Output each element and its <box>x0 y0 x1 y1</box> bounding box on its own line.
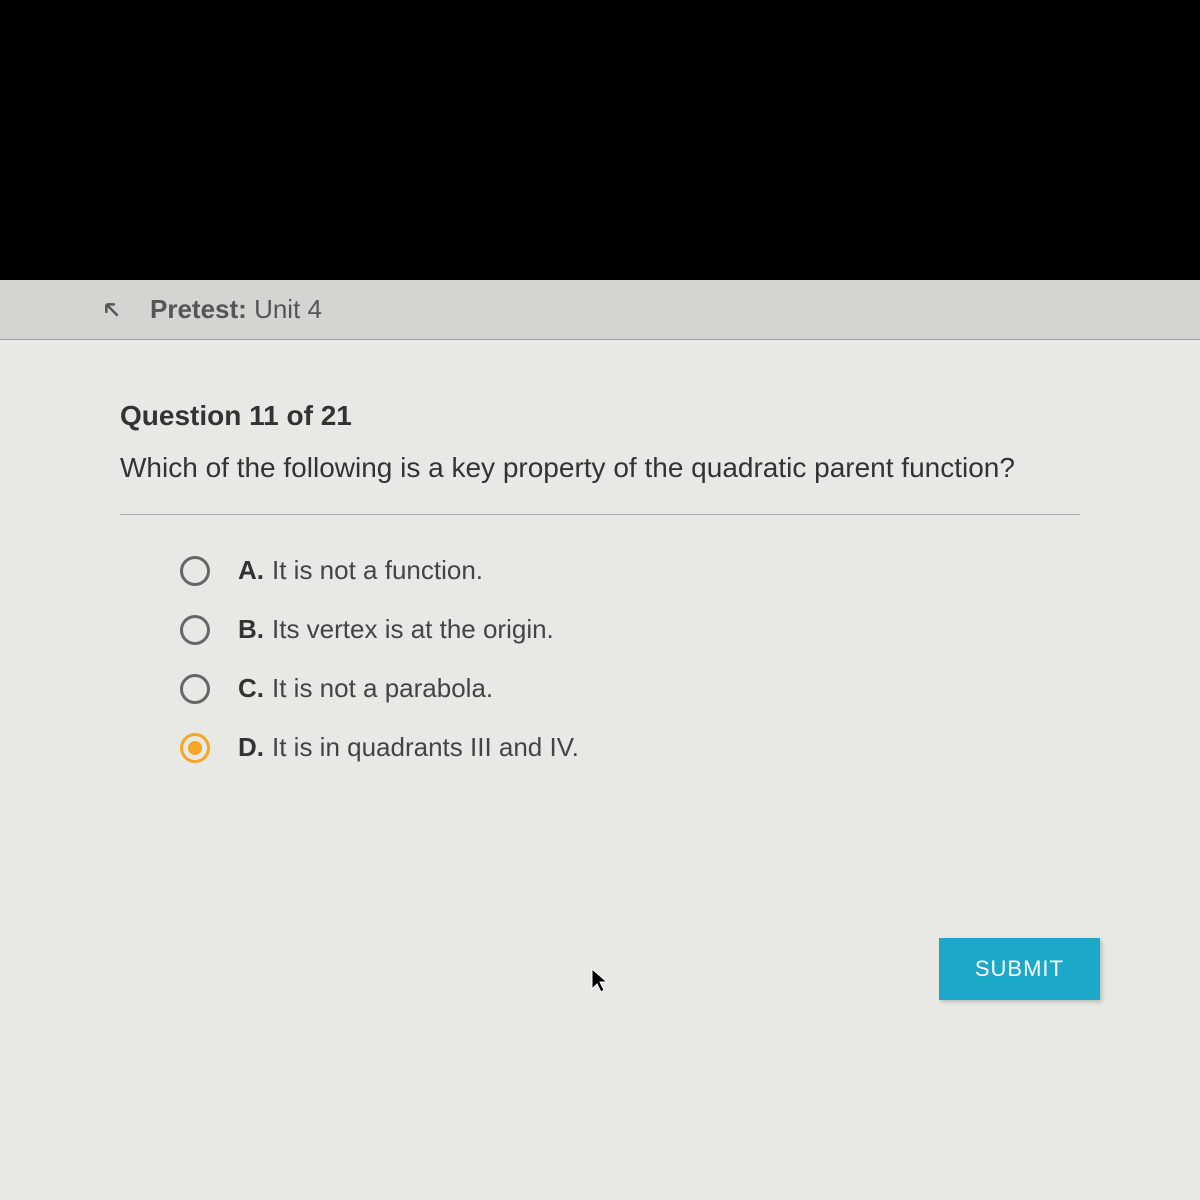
question-number: Question 11 of 21 <box>120 400 1080 432</box>
option-text: It is not a parabola. <box>272 673 493 704</box>
option-letter: B. <box>238 614 264 645</box>
header-bar: Pretest: Unit 4 <box>0 280 1200 340</box>
question-text: Which of the following is a key property… <box>120 452 1080 484</box>
option-c[interactable]: C. It is not a parabola. <box>180 673 1080 704</box>
options-list: A. It is not a function. B. Its vertex i… <box>120 555 1080 763</box>
back-arrow-icon[interactable] <box>100 298 124 322</box>
header-title: Pretest: Unit 4 <box>150 294 322 325</box>
option-text: It is in quadrants III and IV. <box>272 732 579 763</box>
option-letter: D. <box>238 732 264 763</box>
cursor-icon <box>590 967 610 995</box>
submit-button[interactable]: SUBMIT <box>939 938 1100 1000</box>
option-b[interactable]: B. Its vertex is at the origin. <box>180 614 1080 645</box>
option-a[interactable]: A. It is not a function. <box>180 555 1080 586</box>
option-text: Its vertex is at the origin. <box>272 614 554 645</box>
radio-icon[interactable] <box>180 556 210 586</box>
radio-icon[interactable] <box>180 615 210 645</box>
header-title-rest: Unit 4 <box>254 294 322 324</box>
option-text: It is not a function. <box>272 555 483 586</box>
option-letter: A. <box>238 555 264 586</box>
radio-icon[interactable] <box>180 674 210 704</box>
quiz-screen: Pretest: Unit 4 Question 11 of 21 Which … <box>0 280 1200 1200</box>
divider <box>120 514 1080 515</box>
content-area: Question 11 of 21 Which of the following… <box>0 340 1200 831</box>
header-title-bold: Pretest: <box>150 294 247 324</box>
radio-icon-selected[interactable] <box>180 733 210 763</box>
option-letter: C. <box>238 673 264 704</box>
option-d[interactable]: D. It is in quadrants III and IV. <box>180 732 1080 763</box>
